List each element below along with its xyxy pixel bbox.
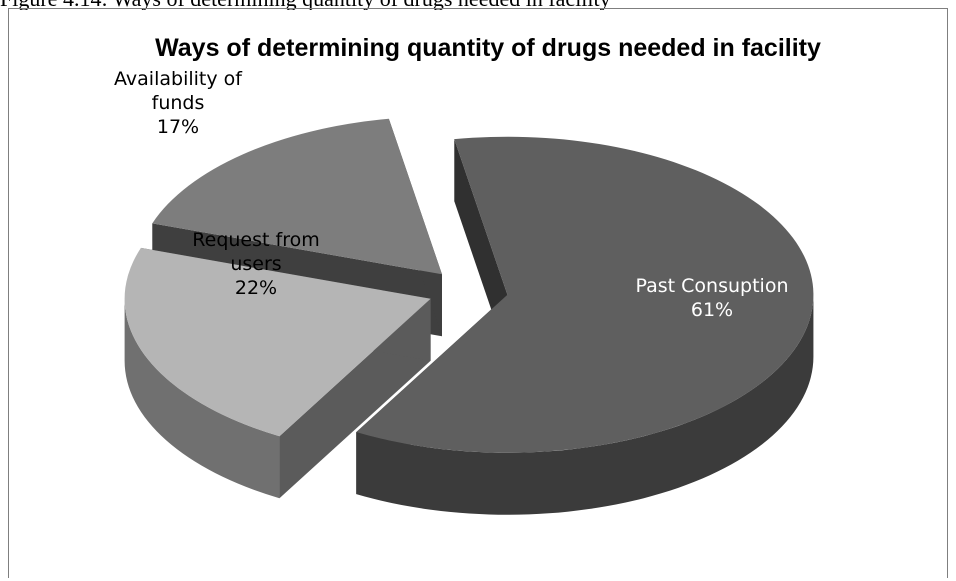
slice-label: Availability of bbox=[114, 68, 243, 90]
slice-outer-wall bbox=[356, 294, 814, 515]
slice-label: Past Consuption bbox=[636, 275, 789, 297]
slice-label: 61% bbox=[691, 299, 733, 321]
slice-top bbox=[356, 136, 814, 453]
pie-slice bbox=[356, 136, 814, 515]
slice-top bbox=[124, 247, 431, 437]
chart-title: Ways of determining quantity of drugs ne… bbox=[155, 34, 821, 62]
pie-slices bbox=[124, 118, 814, 515]
chart-frame bbox=[8, 8, 948, 578]
slice-label: users bbox=[230, 253, 281, 275]
slice-outer-wall bbox=[124, 298, 280, 499]
slice-label: Request from bbox=[192, 229, 319, 251]
slice-top bbox=[152, 118, 442, 275]
slice-label: 22% bbox=[235, 277, 277, 299]
pie-slice bbox=[124, 247, 431, 499]
slice-label: 17% bbox=[157, 116, 199, 138]
figure-caption: Figure 4.14: Ways of determining quantit… bbox=[0, 0, 956, 10]
slice-label: funds bbox=[152, 92, 205, 114]
slice-side-wall bbox=[454, 139, 508, 357]
